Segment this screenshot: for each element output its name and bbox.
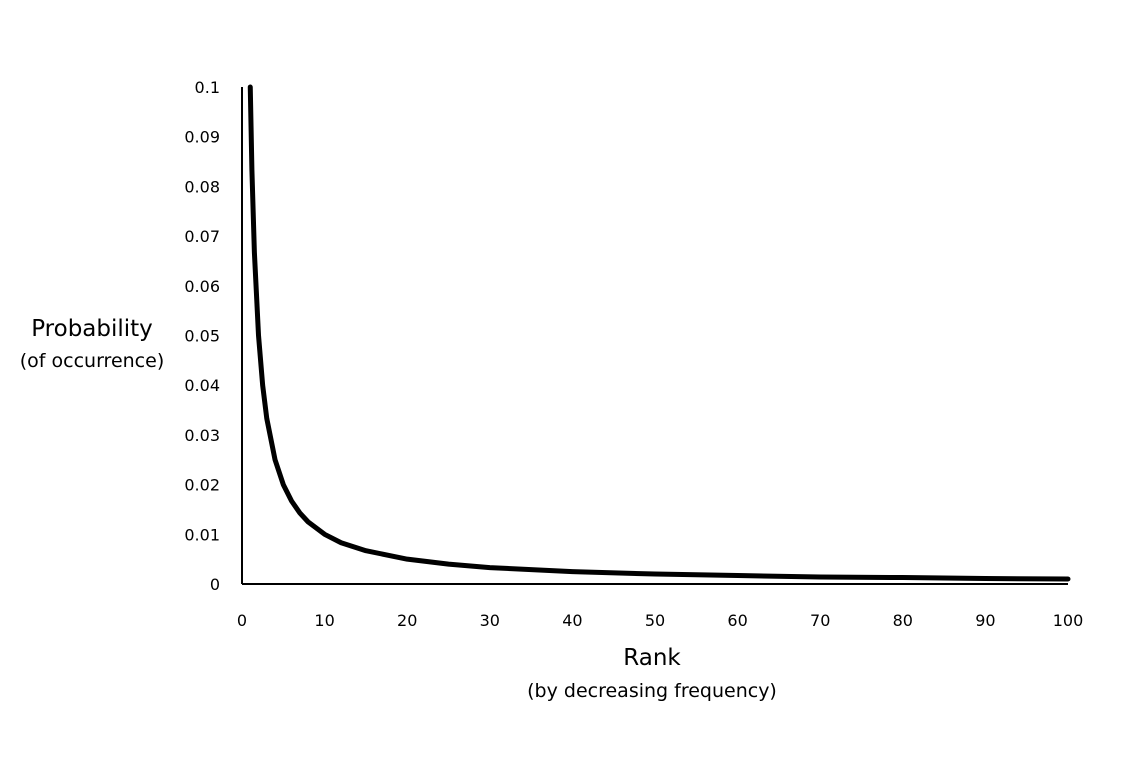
y-tick-labels: 0 0.01 0.02 0.03 0.04 0.05 0.06 0.07 0.08 0.09 0.1 — [184, 78, 220, 594]
y-tick-label: 0.04 — [184, 376, 220, 395]
x-axis-title: Rank — [623, 645, 681, 671]
y-tick-label: 0 — [210, 575, 220, 594]
y-axis-subtitle: (of occurrence) — [20, 350, 164, 372]
y-tick-label: 0.1 — [195, 78, 220, 97]
x-tick-label: 90 — [975, 611, 995, 630]
x-tick-label: 60 — [727, 611, 747, 630]
x-tick-label: 30 — [480, 611, 500, 630]
x-tick-label: 0 — [237, 611, 247, 630]
x-tick-label: 10 — [314, 611, 334, 630]
y-tick-label: 0.03 — [184, 426, 220, 445]
x-axis-subtitle: (by decreasing frequency) — [527, 680, 777, 702]
y-tick-label: 0.09 — [184, 128, 220, 147]
x-tick-labels: 0 10 20 30 40 50 60 70 80 90 100 — [237, 611, 1083, 630]
y-tick-label: 0.05 — [184, 327, 220, 346]
series-line — [247, 84, 1071, 582]
x-tick-label: 70 — [810, 611, 830, 630]
y-tick-label: 0.06 — [184, 277, 220, 296]
y-tick-label: 0.01 — [184, 525, 220, 544]
x-tick-label: 80 — [893, 611, 913, 630]
y-tick-label: 0.02 — [184, 476, 220, 495]
x-tick-label: 40 — [562, 611, 582, 630]
x-tick-label: 100 — [1053, 611, 1084, 630]
y-tick-label: 0.08 — [184, 177, 220, 196]
x-tick-label: 50 — [645, 611, 665, 630]
y-axis-title: Probability — [31, 316, 153, 342]
x-tick-label: 20 — [397, 611, 417, 630]
y-tick-label: 0.07 — [184, 227, 220, 246]
